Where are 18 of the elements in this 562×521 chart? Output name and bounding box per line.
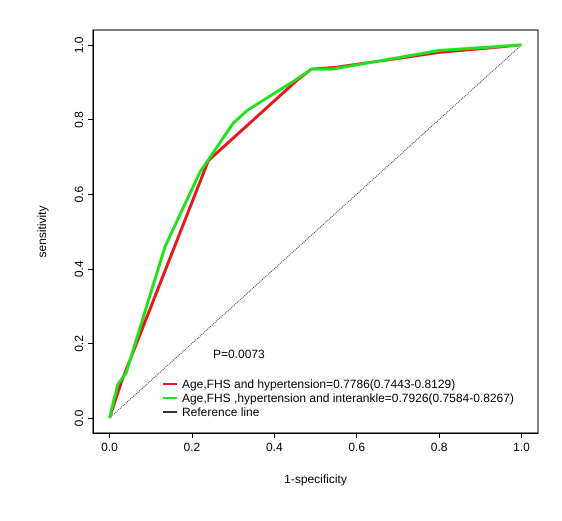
legend-label: Age,FHS ,hypertension and interankle=0.7926(0.7584-0.8267) xyxy=(182,391,514,405)
x-axis-title: 1-specificity xyxy=(284,472,347,486)
y-tick-label: 0.0 xyxy=(72,409,86,426)
x-tick-label: 0.4 xyxy=(266,440,283,454)
y-tick-label: 1.0 xyxy=(72,36,86,54)
y-tick-label: 0.4 xyxy=(72,260,86,278)
y-tick-label: 0.8 xyxy=(72,110,86,128)
annotation: P=0.0073 xyxy=(213,347,266,361)
y-tick-label: 0.2 xyxy=(72,334,86,352)
x-tick-label: 0.8 xyxy=(430,440,448,454)
x-tick-label: 0.6 xyxy=(348,440,366,454)
x-tick-label: 0.2 xyxy=(184,440,201,454)
legend-label: Age,FHS and hypertension=0.7786(0.7443-0.8129) xyxy=(182,377,456,391)
legend-label: Reference line xyxy=(182,405,260,419)
y-axis-title: sensitivity xyxy=(35,205,49,258)
y-tick-label: 0.6 xyxy=(72,186,86,203)
x-tick-label: 1.0 xyxy=(513,440,530,454)
x-tick-label: 0.0 xyxy=(101,440,118,454)
